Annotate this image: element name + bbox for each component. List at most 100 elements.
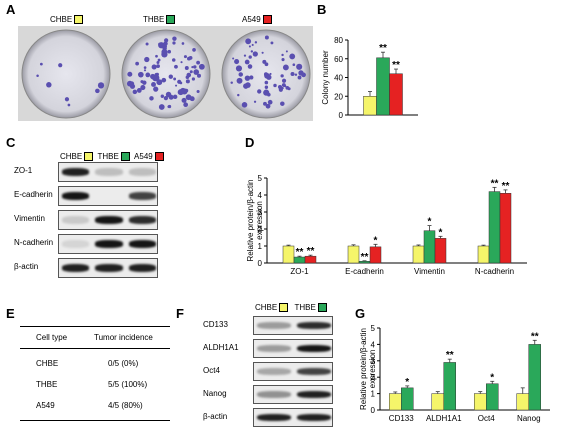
blot-strip bbox=[253, 316, 333, 335]
blot-row-label: Nanog bbox=[203, 388, 227, 398]
y-tick-label: 1 bbox=[371, 390, 376, 399]
bar bbox=[369, 246, 382, 264]
x-tick-label: E-cadherin bbox=[345, 267, 384, 276]
colony-dot bbox=[129, 83, 136, 89]
colony-dot bbox=[97, 82, 105, 89]
blot-strip bbox=[58, 234, 158, 254]
blot-band bbox=[128, 216, 156, 224]
blot-row-label: ALDH1A1 bbox=[203, 342, 239, 352]
colony-dot bbox=[156, 61, 160, 65]
blot-band bbox=[257, 322, 291, 329]
colony-dot bbox=[238, 72, 243, 77]
colony-dot bbox=[266, 74, 272, 80]
colony-dot bbox=[261, 51, 264, 54]
blot-band bbox=[257, 391, 291, 398]
thbe-swatch bbox=[120, 152, 130, 162]
colony-dot bbox=[145, 42, 149, 46]
colony-dot bbox=[263, 101, 267, 106]
colony-dot bbox=[197, 73, 201, 78]
colony-dot bbox=[160, 94, 165, 98]
colony-dot bbox=[243, 54, 247, 57]
colony-dot bbox=[264, 62, 269, 67]
panel-a-label-a549: A549 bbox=[242, 15, 272, 25]
colony-dishes-image bbox=[18, 26, 313, 121]
y-axis-label: Relative protein/β-actinexpression bbox=[246, 180, 264, 262]
colony-dot bbox=[273, 83, 277, 88]
colony-dot bbox=[230, 81, 233, 84]
y-tick-label: 4 bbox=[371, 340, 376, 349]
bar bbox=[488, 191, 501, 264]
colony-dot bbox=[196, 60, 201, 65]
colony-dot bbox=[175, 84, 178, 87]
chart-b: 0 20 40 60 80 Colony number ** ** bbox=[321, 36, 418, 120]
colony-dot bbox=[243, 83, 249, 89]
blot-strip bbox=[253, 362, 333, 381]
colony-dot bbox=[161, 48, 168, 56]
y-tick-label: 40 bbox=[334, 74, 343, 83]
y-tick-label: 0 bbox=[339, 111, 344, 120]
colony-dot bbox=[177, 89, 184, 96]
blot-band bbox=[297, 345, 331, 352]
colony-dot bbox=[151, 64, 157, 70]
table-row: CHBE 0/5 (0%) bbox=[36, 359, 139, 368]
blot-row-label: E-cadherin bbox=[14, 190, 53, 199]
blot-band bbox=[297, 391, 331, 398]
colony-dot bbox=[172, 94, 178, 100]
colony-dot bbox=[183, 55, 187, 59]
blot-strip bbox=[58, 186, 158, 206]
x-tick-label: ZO-1 bbox=[290, 267, 309, 276]
colony-dot bbox=[241, 102, 248, 108]
colony-dot bbox=[146, 57, 150, 61]
tumor-table-header: Cell type Tumor incidence bbox=[20, 326, 170, 349]
chbe-swatch bbox=[279, 303, 289, 313]
blot-band bbox=[257, 345, 291, 352]
panel-f-header: CHBE THBE bbox=[255, 303, 327, 313]
blot-strip bbox=[58, 210, 158, 230]
colony-dot bbox=[296, 63, 303, 70]
colony-dot bbox=[269, 72, 272, 76]
significance-marker: * bbox=[490, 372, 494, 383]
colony-dot bbox=[140, 85, 146, 91]
colony-dot bbox=[181, 42, 185, 45]
y-axis-label: Relative protein/β-actinexpression bbox=[359, 328, 377, 410]
blot-band bbox=[128, 192, 156, 200]
bar bbox=[401, 387, 414, 411]
blot-band bbox=[95, 216, 123, 224]
thbe-swatch bbox=[166, 15, 176, 25]
colony-dot bbox=[58, 63, 63, 68]
colony-dot bbox=[248, 45, 251, 48]
blot-band bbox=[128, 168, 156, 176]
colony-dot bbox=[191, 66, 194, 69]
colony-dot bbox=[235, 65, 243, 72]
colony-dot bbox=[153, 86, 159, 92]
colony-dot bbox=[264, 35, 269, 40]
blot-band bbox=[297, 368, 331, 375]
colony-dot bbox=[280, 101, 285, 106]
colony-dot bbox=[161, 78, 165, 81]
colony-dot bbox=[278, 87, 283, 92]
y-tick-label: 20 bbox=[334, 92, 343, 101]
y-tick-label: 3 bbox=[258, 208, 263, 217]
bar bbox=[347, 245, 360, 264]
bar bbox=[516, 393, 529, 411]
table-row: THBE 5/5 (100%) bbox=[36, 380, 148, 389]
colony-dot bbox=[292, 63, 296, 67]
colony-dot bbox=[151, 82, 156, 87]
colony-dot bbox=[281, 53, 284, 57]
colony-dot bbox=[189, 70, 193, 74]
colony-dot bbox=[179, 81, 183, 85]
colony-dot bbox=[251, 43, 254, 46]
chbe-swatch bbox=[84, 152, 94, 162]
colony-dot bbox=[290, 72, 295, 77]
colony-dot bbox=[171, 58, 176, 62]
panel-letter-c: C bbox=[6, 135, 16, 150]
dish-chbe bbox=[21, 29, 111, 119]
colony-dot bbox=[283, 84, 287, 88]
panel-letter-d: D bbox=[245, 135, 255, 150]
significance-marker: * bbox=[405, 377, 409, 388]
blot-row-label: β-actin bbox=[203, 411, 228, 421]
colony-dot bbox=[36, 74, 39, 77]
panel-a-label-thbe: THBE bbox=[143, 15, 176, 25]
colony-dot bbox=[39, 62, 43, 66]
